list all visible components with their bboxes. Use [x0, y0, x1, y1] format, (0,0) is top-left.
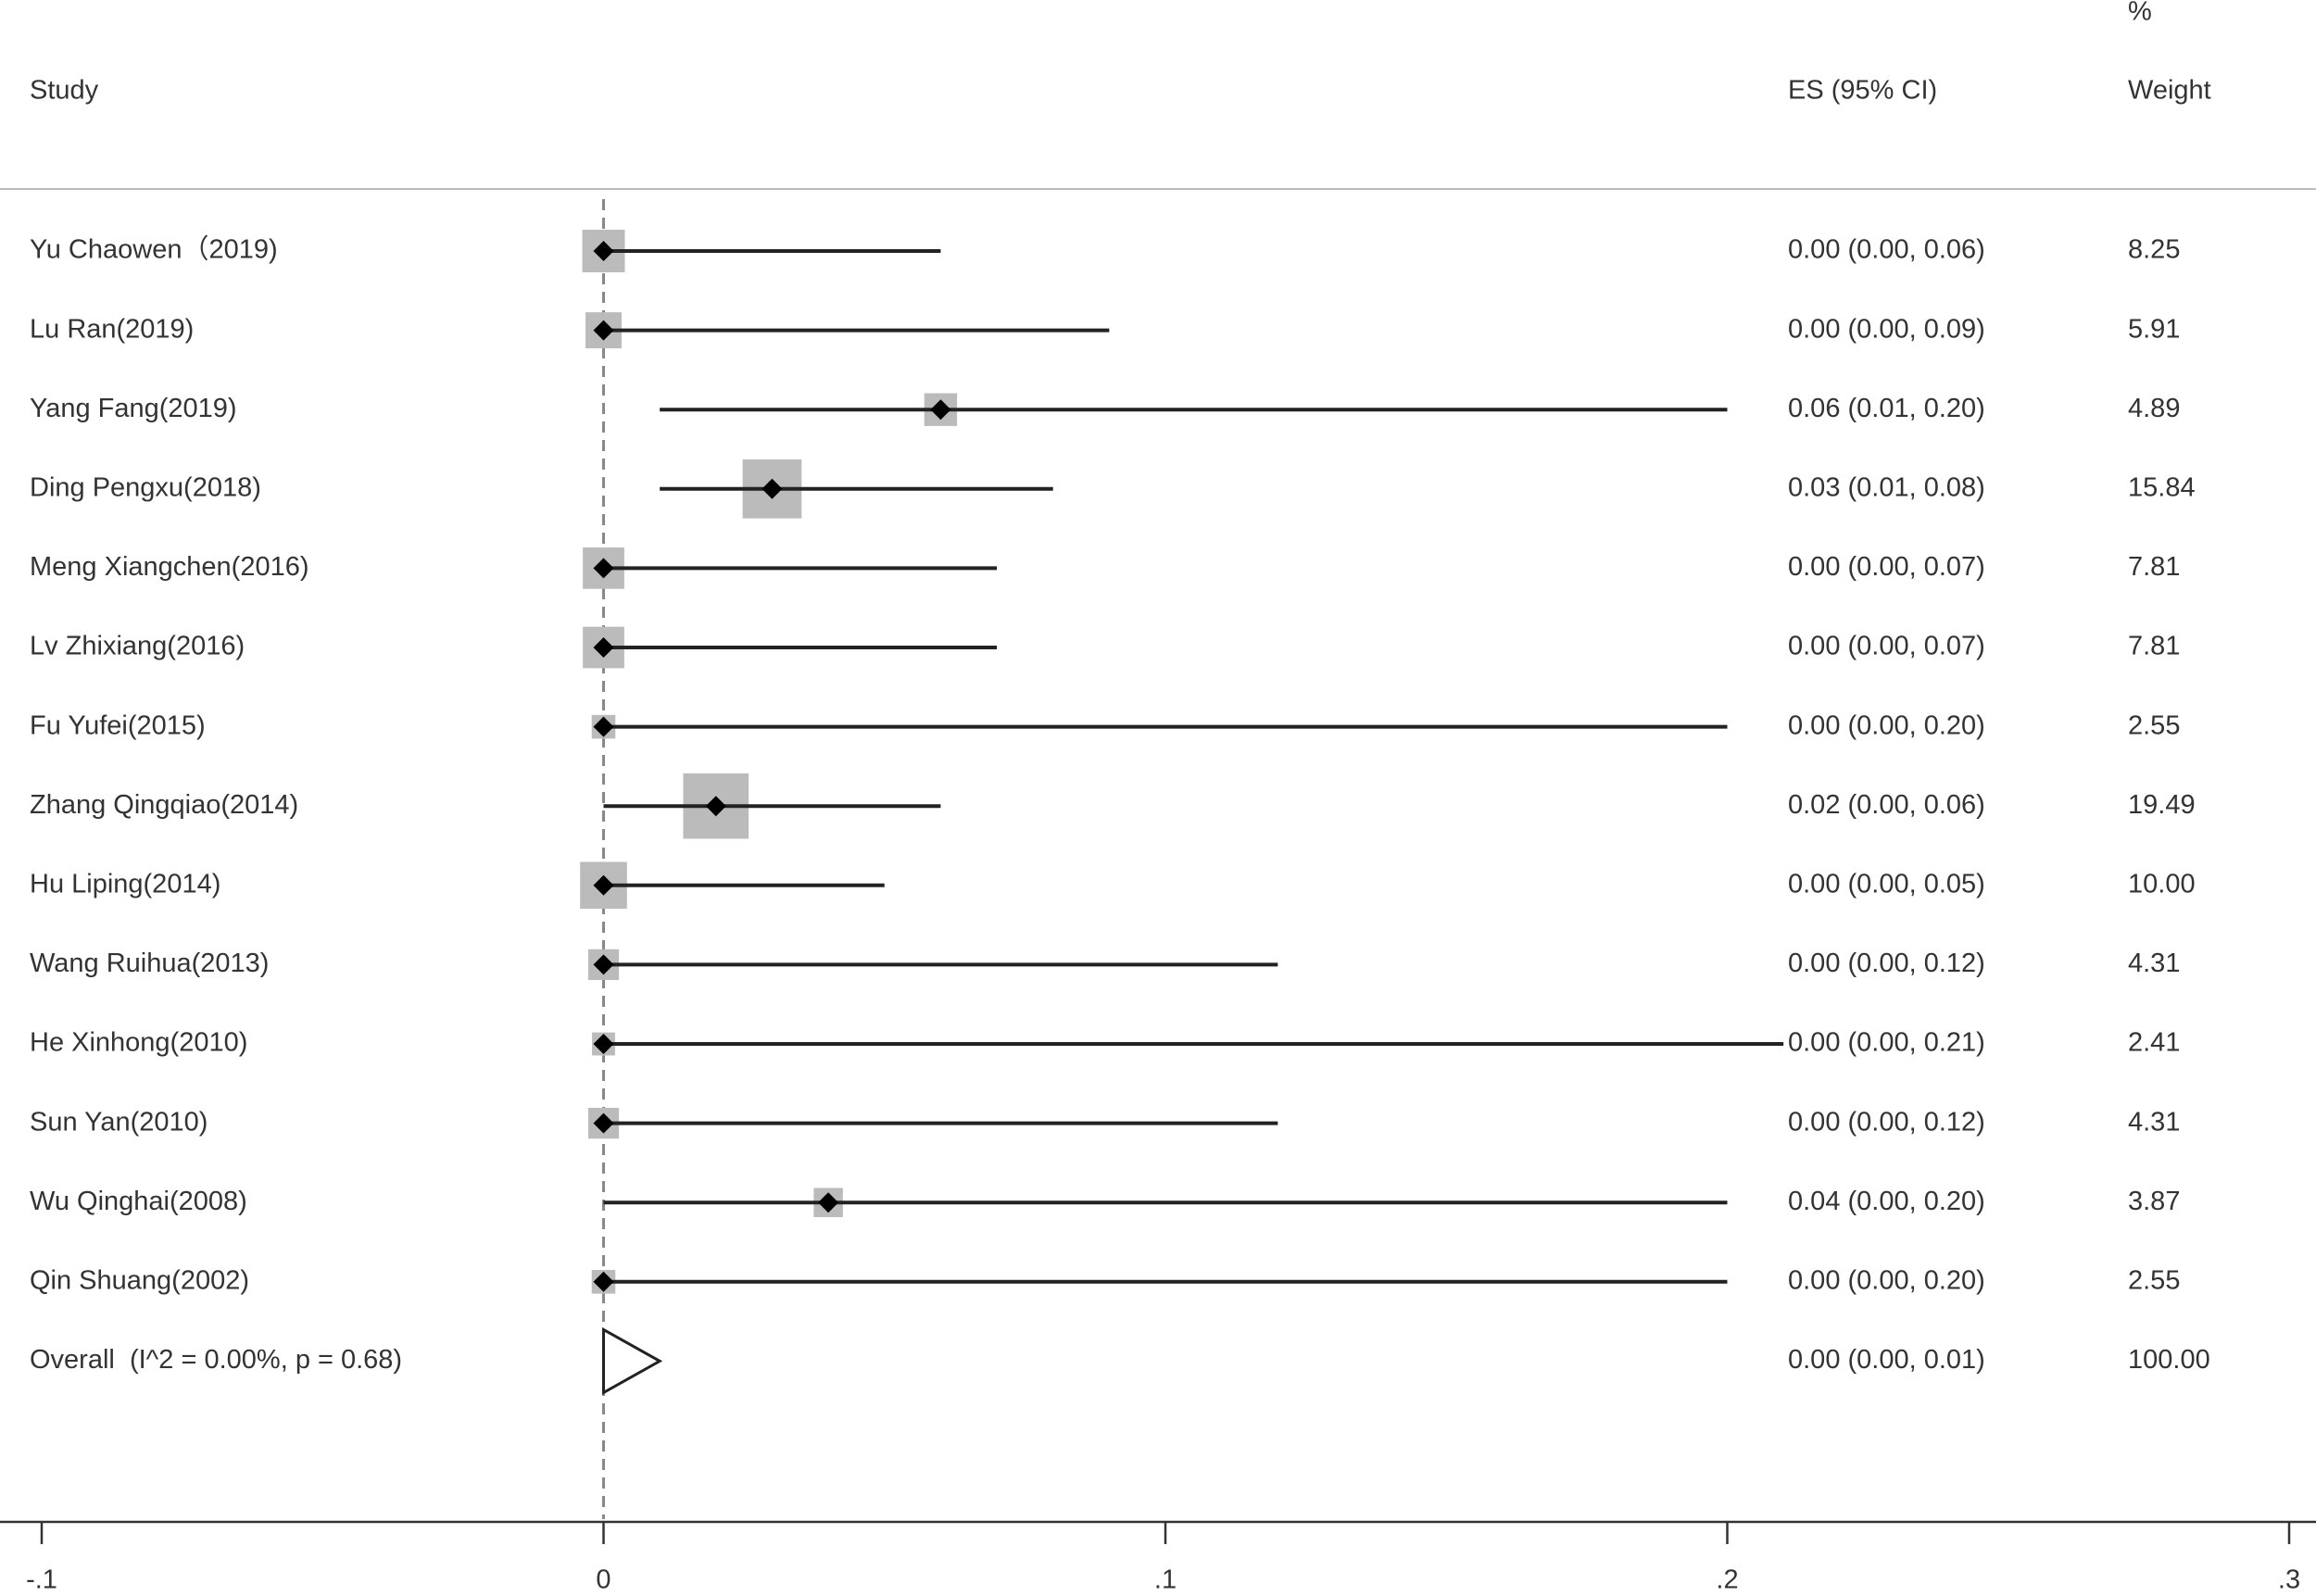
- study-name: Fu Yufei(2015): [30, 710, 206, 740]
- study-name: Wu Qinghai(2008): [30, 1187, 247, 1216]
- es-label: 0.00 (0.00, 0.07): [1788, 552, 1985, 582]
- point-estimate: [762, 478, 783, 499]
- point-estimate: [593, 320, 614, 341]
- weight-label: 4.31: [2128, 949, 2180, 978]
- x-tick-label: 0: [596, 1565, 610, 1595]
- weight-label: 19.49: [2128, 790, 2196, 820]
- overall-name: Overall (I^2 = 0.00%, p = 0.68): [30, 1345, 402, 1375]
- x-tick-label: .3: [2278, 1565, 2300, 1595]
- study-name: Yu Chaowen（2019): [30, 235, 278, 265]
- study-name: Yang Fang(2019): [30, 394, 237, 423]
- weight-label: 3.87: [2128, 1187, 2180, 1216]
- es-label: 0.00 (0.00, 0.09): [1788, 314, 1985, 344]
- x-tick-label: .2: [1716, 1565, 1738, 1595]
- es-label: 0.04 (0.00, 0.20): [1788, 1187, 1985, 1216]
- point-estimate: [593, 241, 614, 261]
- point-estimate: [593, 1271, 614, 1292]
- overall-diamond: [602, 1326, 663, 1395]
- study-name: Ding Pengxu(2018): [30, 472, 261, 502]
- study-name: Lv Zhixiang(2016): [30, 632, 245, 661]
- study-name: Sun Yan(2010): [30, 1107, 208, 1137]
- point-estimate: [593, 874, 614, 896]
- es-label: 0.00 (0.00, 0.20): [1788, 710, 1985, 740]
- study-name: Wang Ruihua(2013): [30, 949, 269, 978]
- study-name: Meng Xiangchen(2016): [30, 552, 308, 582]
- es-label: 0.00 (0.00, 0.12): [1788, 1107, 1985, 1137]
- point-estimate: [818, 1192, 839, 1213]
- study-name: Hu Liping(2014): [30, 869, 220, 899]
- x-tick-label: .1: [1154, 1565, 1177, 1595]
- es-label: 0.00 (0.00, 0.07): [1788, 632, 1985, 661]
- es-label: 0.00 (0.00, 0.12): [1788, 949, 1985, 978]
- weight-label: 100.00: [2128, 1345, 2210, 1375]
- weight-label: 4.31: [2128, 1107, 2180, 1137]
- study-header: Study: [30, 76, 99, 106]
- es-label: 0.00 (0.00, 0.20): [1788, 1265, 1985, 1295]
- weight-label: 2.41: [2128, 1028, 2180, 1058]
- weight-label: 7.81: [2128, 632, 2180, 661]
- weight-label: 4.89: [2128, 394, 2180, 423]
- study-name: Qin Shuang(2002): [30, 1265, 249, 1295]
- es-label: 0.02 (0.00, 0.06): [1788, 790, 1985, 820]
- weight-header: Weight: [2128, 76, 2211, 106]
- es-label: 0.03 (0.01, 0.08): [1788, 472, 1985, 502]
- es-header: ES (95% CI): [1788, 76, 1937, 106]
- study-name: Zhang Qingqiao(2014): [30, 790, 298, 820]
- point-estimate: [593, 637, 614, 658]
- es-label: 0.00 (0.00, 0.01): [1788, 1345, 1985, 1375]
- point-estimate: [930, 399, 951, 421]
- es-label: 0.00 (0.00, 0.21): [1788, 1028, 1985, 1058]
- weight-label: 5.91: [2128, 314, 2180, 344]
- es-label: 0.00 (0.00, 0.06): [1788, 235, 1985, 265]
- x-tick-label: -.1: [26, 1565, 57, 1595]
- weight-label: 15.84: [2128, 472, 2196, 502]
- es-label: 0.06 (0.01, 0.20): [1788, 394, 1985, 423]
- point-estimate: [593, 954, 614, 975]
- point-estimate: [593, 1112, 614, 1134]
- weight-label: 2.55: [2128, 1265, 2180, 1295]
- point-estimate: [593, 716, 614, 737]
- weight-label: 7.81: [2128, 552, 2180, 582]
- weight-header: %: [2128, 0, 2152, 27]
- point-estimate: [593, 558, 614, 579]
- point-estimate: [593, 1034, 614, 1054]
- study-name: Lu Ran(2019): [30, 314, 194, 344]
- weight-label: 8.25: [2128, 235, 2180, 265]
- point-estimate: [705, 796, 726, 817]
- weight-label: 10.00: [2128, 869, 2196, 899]
- weight-label: 2.55: [2128, 710, 2180, 740]
- study-name: He Xinhong(2010): [30, 1028, 247, 1058]
- es-label: 0.00 (0.00, 0.05): [1788, 869, 1985, 899]
